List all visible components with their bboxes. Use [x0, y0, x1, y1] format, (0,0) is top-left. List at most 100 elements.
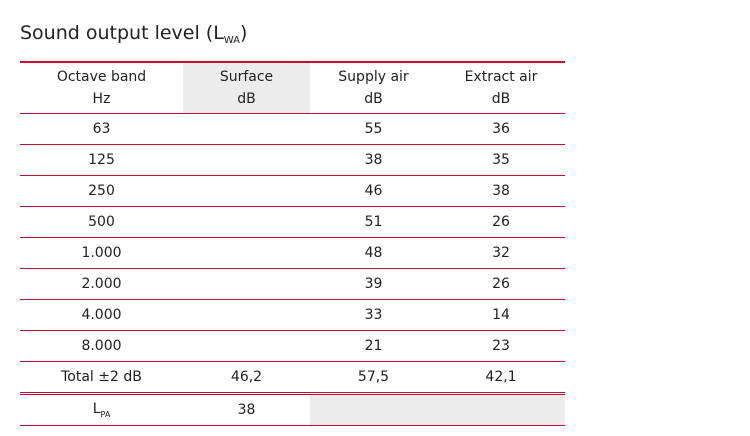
cell-text: 55 [364, 121, 383, 137]
row: Total ±2 dB 46,2 57,5 42,1 [20, 361, 565, 395]
cell-text: 33 [364, 307, 383, 323]
cell: 36 [437, 113, 565, 145]
cell [183, 268, 310, 300]
row: 4.000 33 14 [20, 299, 565, 331]
row: 250 46 38 [20, 175, 565, 207]
title-end: ) [239, 22, 248, 44]
cell-sub: PA [100, 410, 111, 419]
cell: 32 [437, 237, 565, 269]
cell: 21 [310, 330, 437, 362]
table-body: 63 55 36 125 38 35 250 46 38 500 51 26 1.000 48 32 2.00… [20, 113, 565, 426]
cell-text: 39 [364, 276, 383, 292]
row: 500 51 26 [20, 206, 565, 238]
cell: 46,2 [183, 361, 310, 395]
header-text: Surface [219, 69, 274, 85]
cell: 39 [310, 268, 437, 300]
row: 1.000 48 32 [20, 237, 565, 269]
row: 63 55 36 [20, 113, 565, 145]
title: Sound output level (LWA) [20, 22, 247, 46]
cell: 26 [437, 206, 565, 238]
cell-text: 51 [364, 214, 383, 230]
cell: 8.000 [20, 330, 183, 362]
cell-text: 42,1 [485, 369, 517, 385]
cell-text: 48 [364, 245, 383, 261]
cell: 48 [310, 237, 437, 269]
header-cell: Surface dB [183, 62, 310, 114]
cell [183, 330, 310, 362]
cell-text: 1.000 [81, 245, 122, 261]
cell: 250 [20, 175, 183, 207]
cell-text: Total ±2 dB [61, 369, 142, 385]
cell: LPA [20, 393, 183, 426]
cell: Total ±2 dB [20, 361, 183, 395]
cell: 63 [20, 113, 183, 145]
cell: 35 [437, 144, 565, 176]
cell: 55 [310, 113, 437, 145]
cell-text: L [92, 401, 101, 417]
header-cell: Octave band Hz [20, 62, 183, 114]
cell: 46 [310, 175, 437, 207]
cell: 42,1 [437, 361, 565, 395]
cell [437, 393, 565, 426]
cell-text: 46,2 [230, 369, 263, 385]
row: 2.000 39 26 [20, 268, 565, 300]
cell: 51 [310, 206, 437, 238]
cell-text: 500 [88, 214, 115, 230]
header-text: dB [237, 91, 256, 107]
cell-text: 8.000 [81, 338, 122, 354]
cell-text: 250 [88, 183, 115, 199]
title-sub: WA [223, 35, 240, 46]
header-text: Extract air [464, 69, 538, 85]
cell [183, 175, 310, 207]
cell-text: 4.000 [81, 307, 122, 323]
cell-text: 125 [88, 152, 115, 168]
header-text: dB [364, 91, 383, 107]
cell-text: 14 [492, 307, 510, 323]
header-text: Octave band [56, 69, 147, 85]
cell: 57,5 [310, 361, 437, 395]
cell: 38 [183, 393, 310, 426]
header-row: Octave band Hz Surface dB Supply air dB Extrac… [20, 62, 565, 114]
cell: 23 [437, 330, 565, 362]
header-text: Supply air [338, 69, 409, 85]
sound-table: Octave band Hz Surface dB Supply air dB Extrac… [20, 61, 565, 426]
cell [183, 299, 310, 331]
cell-text: 57,5 [357, 369, 390, 385]
cell: 125 [20, 144, 183, 176]
cell-text: 26 [492, 276, 510, 292]
cell [183, 206, 310, 238]
cell-text: 63 [92, 121, 111, 137]
cell: 4.000 [20, 299, 183, 331]
cell: 33 [310, 299, 437, 331]
cell [183, 237, 310, 269]
cell-text: 38 [237, 402, 256, 418]
cell: 14 [437, 299, 565, 331]
cell-text: 35 [492, 152, 510, 168]
cell-text: 32 [492, 245, 510, 261]
cell [183, 144, 310, 176]
cell: 26 [437, 268, 565, 300]
row: 125 38 35 [20, 144, 565, 176]
cell: 38 [310, 144, 437, 176]
cell-text: 36 [492, 121, 510, 137]
header-cell: Supply air dB [310, 62, 437, 114]
cell-text: 38 [492, 183, 510, 199]
title-text: Sound output level (L [20, 22, 224, 44]
row: 8.000 21 23 [20, 330, 565, 362]
cell-text: 23 [492, 338, 510, 354]
cell-text: 26 [492, 214, 510, 230]
cell-text: 2.000 [81, 276, 122, 292]
header-text: Hz [92, 91, 111, 107]
footer-row: LPA 38 [20, 393, 565, 426]
cell-text: 21 [364, 338, 383, 354]
cell-text: 38 [364, 152, 383, 168]
cell-text: 46 [364, 183, 383, 199]
table-header: Octave band Hz Surface dB Supply air dB Extrac… [20, 62, 565, 114]
cell [183, 113, 310, 145]
cell: 1.000 [20, 237, 183, 269]
header-cell: Extract air dB [437, 62, 565, 114]
cell: 38 [437, 175, 565, 207]
cell: 500 [20, 206, 183, 238]
header-text: dB [491, 91, 511, 107]
